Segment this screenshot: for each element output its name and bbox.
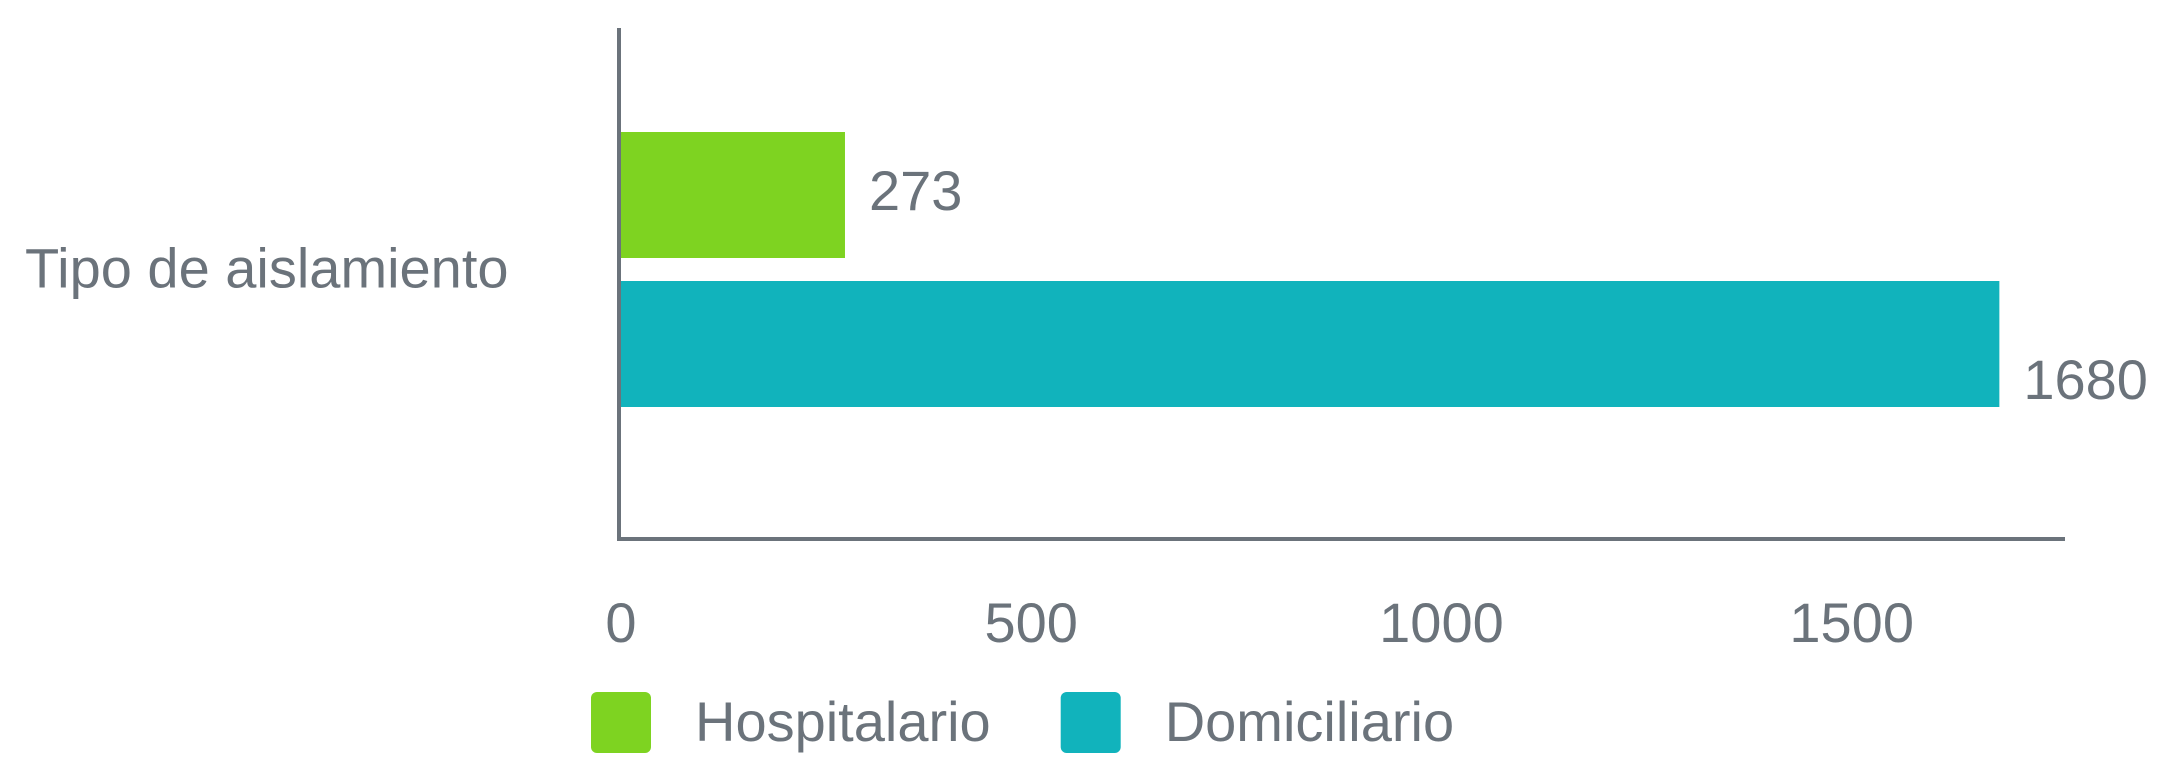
x-tick-label: 1500: [1789, 591, 1914, 654]
bar: [621, 281, 2000, 407]
x-tick-label: 1000: [1379, 591, 1504, 654]
legend-label: Domiciliario: [1165, 690, 1454, 753]
bar: [621, 132, 845, 258]
value-label: 1680: [2023, 348, 2148, 411]
legend-label: Hospitalario: [695, 690, 991, 753]
x-tick-label: 500: [985, 591, 1078, 654]
category-label: Tipo de aislamiento: [25, 236, 509, 299]
legend-swatch: [1060, 692, 1121, 753]
legend-swatch: [591, 692, 651, 753]
value-label: 273: [869, 159, 962, 222]
x-tick-label: 0: [605, 591, 636, 654]
